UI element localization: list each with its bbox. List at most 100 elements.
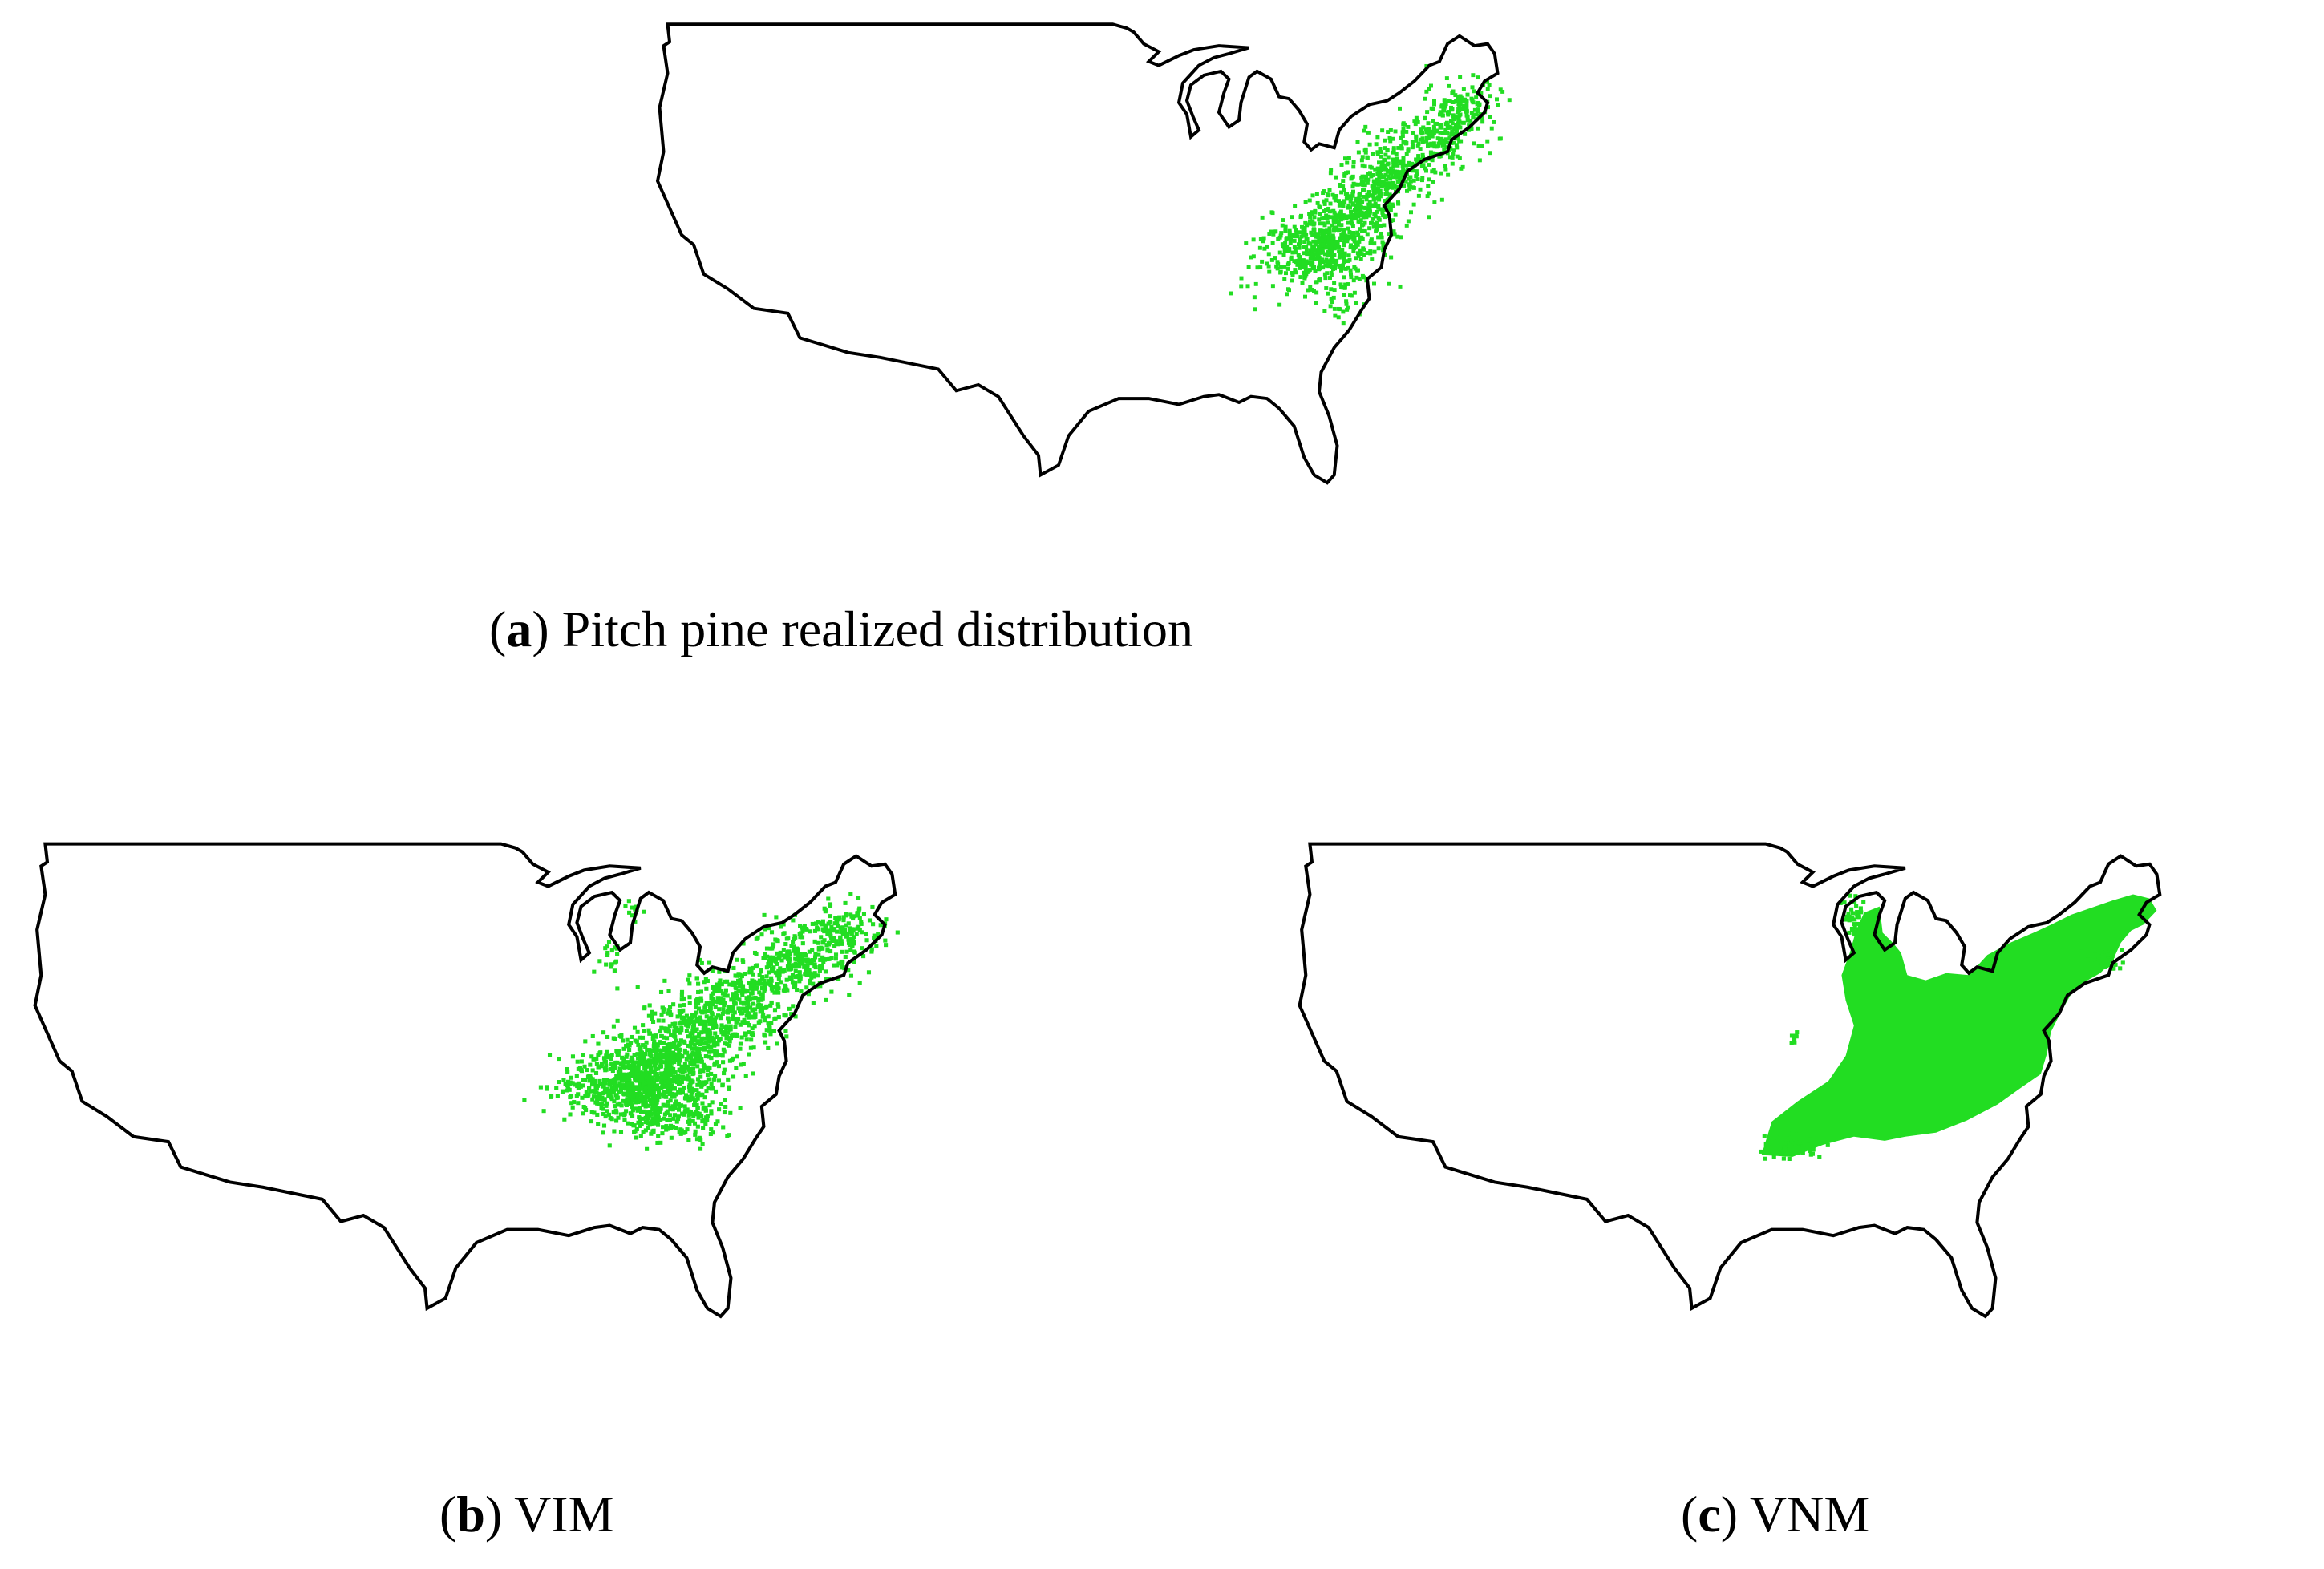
presence-point (696, 1034, 701, 1039)
presence-point (630, 1064, 634, 1070)
presence-point (604, 1103, 609, 1108)
presence-point (682, 1003, 686, 1008)
presence-point (786, 936, 791, 941)
presence-point (682, 1048, 687, 1053)
presence-point (1477, 158, 1482, 163)
presence-point (1339, 268, 1343, 273)
presence-point (585, 1094, 590, 1098)
presence-point (829, 936, 834, 940)
presence-point (625, 1082, 630, 1086)
presence-point (696, 981, 701, 986)
presence-point (1297, 256, 1302, 261)
presence-point (835, 920, 840, 924)
presence-point (672, 1060, 677, 1065)
presence-point (1453, 93, 1458, 98)
presence-point (578, 1067, 583, 1072)
presence-point (1807, 1146, 1812, 1150)
presence-point (1421, 155, 1425, 160)
presence-point (1328, 171, 1333, 176)
presence-point (675, 1057, 681, 1062)
presence-point (836, 917, 841, 922)
presence-point (810, 948, 815, 952)
presence-point (655, 1106, 660, 1110)
presence-point (770, 1029, 775, 1033)
presence-point (662, 1079, 667, 1084)
presence-point (1439, 139, 1444, 144)
presence-point (670, 1060, 674, 1065)
presence-point (680, 1016, 685, 1021)
presence-point (1324, 198, 1329, 203)
presence-point (1322, 199, 1326, 204)
presence-point (820, 919, 825, 924)
presence-point (772, 990, 777, 995)
presence-point (727, 1043, 732, 1048)
presence-point (1342, 227, 1346, 232)
presence-point (604, 1063, 609, 1068)
presence-point (690, 1037, 695, 1041)
presence-point (1458, 112, 1463, 117)
presence-point (1427, 191, 1431, 196)
presence-point (642, 1029, 646, 1033)
presence-point (767, 959, 771, 964)
presence-point (678, 1012, 682, 1017)
presence-point (2099, 940, 2103, 944)
presence-point (728, 1036, 733, 1041)
presence-point (677, 1041, 682, 1046)
presence-point (677, 1009, 682, 1013)
presence-point (764, 946, 770, 951)
presence-point (1411, 202, 1416, 207)
presence-point (1265, 244, 1269, 249)
presence-point (813, 952, 818, 956)
presence-point (642, 1052, 647, 1057)
presence-point (1498, 87, 1503, 92)
presence-point (1444, 76, 1449, 81)
presence-point (1847, 930, 1852, 935)
presence-point (1341, 321, 1346, 326)
presence-point (561, 1078, 566, 1082)
presence-point (1439, 197, 1444, 202)
presence-point (670, 1083, 674, 1088)
presence-point (685, 1074, 690, 1078)
presence-point (1496, 103, 1500, 107)
presence-point (764, 974, 769, 979)
presence-point (876, 932, 881, 936)
presence-point (1427, 215, 1431, 220)
presence-point (638, 1082, 642, 1087)
presence-point (624, 1074, 629, 1078)
presence-point (666, 1008, 671, 1013)
presence-point (695, 997, 700, 1001)
presence-point (688, 1044, 693, 1049)
presence-point (1351, 249, 1356, 253)
presence-point (617, 1081, 622, 1086)
presence-point (616, 1049, 621, 1053)
presence-point (706, 1068, 711, 1073)
presence-point (699, 998, 704, 1003)
presence-point (1367, 172, 1372, 177)
presence-point (1442, 99, 1447, 104)
presence-point (669, 1012, 674, 1017)
presence-point (1474, 112, 1479, 117)
presence-point (1307, 212, 1312, 216)
presence-point (633, 1060, 638, 1065)
presence-point (1861, 900, 1866, 904)
presence-point (883, 938, 888, 943)
presence-point (1456, 102, 1461, 107)
presence-point (760, 976, 765, 981)
presence-point (1290, 250, 1295, 255)
presence-point (1318, 249, 1322, 253)
presence-point (738, 1046, 743, 1051)
presence-point (678, 1003, 682, 1008)
presence-point (1411, 186, 1416, 190)
presence-point (657, 1048, 662, 1053)
presence-point (852, 949, 856, 954)
presence-point (599, 1064, 604, 1069)
presence-point (1425, 194, 1430, 199)
presence-point (700, 1010, 705, 1015)
presence-point (812, 962, 817, 967)
presence-point (1381, 180, 1386, 184)
presence-point (708, 1131, 713, 1137)
presence-point (605, 950, 610, 955)
presence-point (1314, 290, 1319, 295)
presence-point (671, 1002, 676, 1007)
us-map-a (655, 22, 1512, 485)
